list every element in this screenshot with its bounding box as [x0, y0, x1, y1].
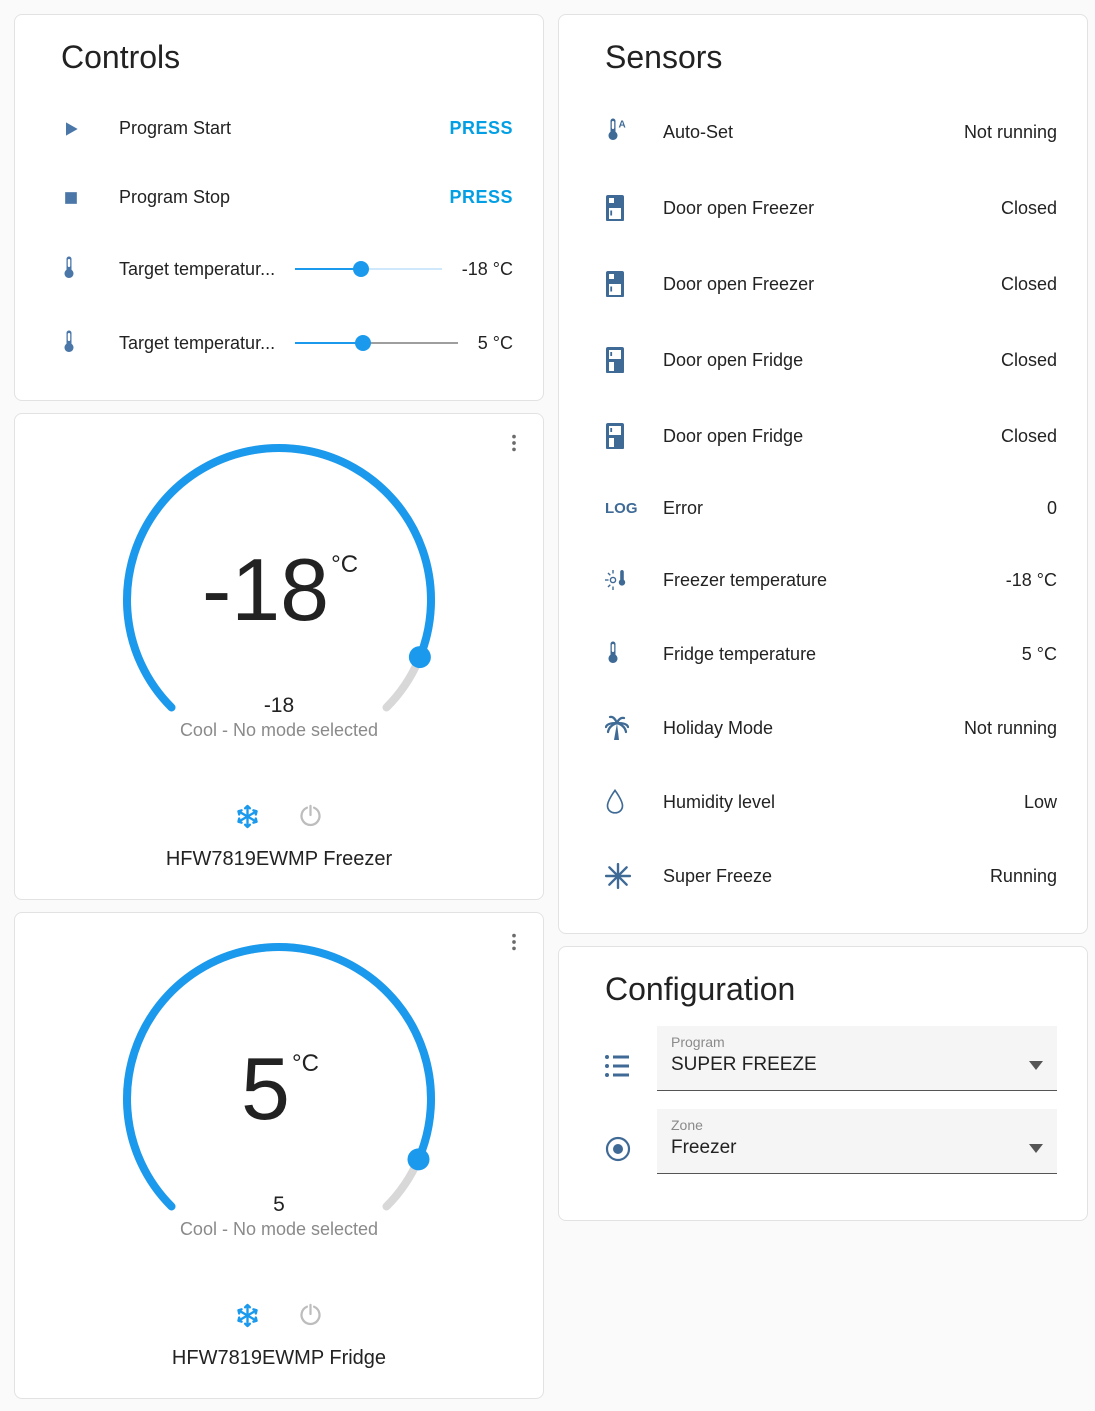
svg-text:A: A: [619, 120, 626, 131]
